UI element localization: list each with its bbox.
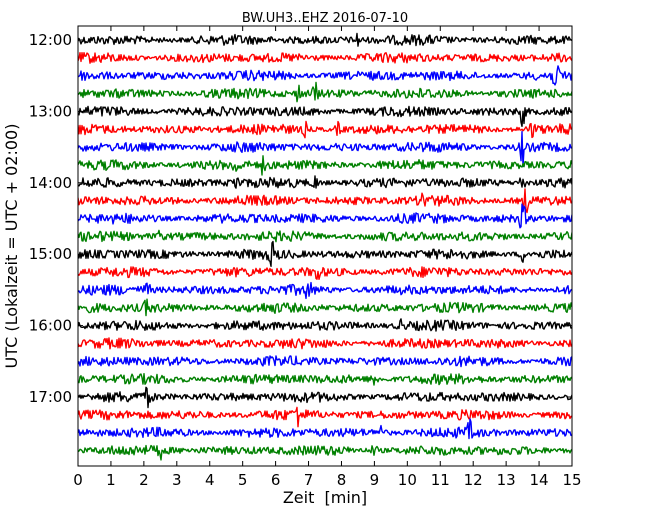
trace-1345 [78, 155, 572, 176]
x-tick-label: 2 [139, 471, 149, 489]
x-tick-label: 9 [370, 471, 380, 489]
trace-1445 [78, 229, 572, 243]
x-tick-label: 11 [431, 471, 450, 489]
trace-1715 [78, 406, 572, 428]
trace-1615 [78, 337, 572, 350]
trace-1500 [78, 240, 572, 267]
trace-1230 [78, 65, 572, 86]
y-tick-label: 13:00 [29, 102, 72, 120]
trace-1745 [78, 444, 572, 461]
x-tick-label: 8 [337, 471, 347, 489]
trace-1630 [78, 355, 572, 368]
trace-1600 [78, 318, 572, 332]
x-tick-label: 7 [304, 471, 314, 489]
trace-1215 [78, 52, 572, 64]
x-tick-label: 4 [205, 471, 215, 489]
x-axis: 0 1 2 3 4 5 6 7 8 9 10 11 12 13 14 15 [73, 26, 582, 489]
trace-1700 [78, 386, 572, 409]
y-tick-label: 15:00 [29, 245, 72, 263]
y-axis: 12:00 13:00 14:00 15:00 16:00 17:00 [29, 31, 572, 406]
plot-frame [77, 25, 573, 467]
trace-1415 [78, 188, 572, 214]
trace-1315 [78, 120, 572, 139]
trace-1530 [78, 281, 572, 300]
y-tick-label: 16:00 [29, 317, 72, 335]
x-tick-label: 14 [530, 471, 549, 489]
trace-1430 [78, 203, 572, 229]
x-tick-label: 6 [271, 471, 281, 489]
x-tick-label: 12 [464, 471, 483, 489]
y-axis-label: UTC (Lokalzeit = UTC + 02:00) [2, 124, 21, 369]
x-tick-label: 10 [398, 471, 417, 489]
chart-title: BW.UH3..EHZ 2016-07-10 [242, 11, 408, 26]
x-tick-label: 3 [172, 471, 182, 489]
trace-1645 [78, 373, 572, 386]
trace-1300 [78, 105, 572, 127]
y-tick-label: 14:00 [29, 174, 72, 192]
seismogram-traces [78, 32, 572, 461]
x-tick-label: 5 [238, 471, 248, 489]
trace-1400 [78, 175, 572, 189]
x-tick-label: 15 [562, 471, 581, 489]
y-tick-label: 12:00 [29, 31, 72, 49]
trace-1200 [78, 32, 572, 47]
y-tick-label: 17:00 [29, 388, 72, 406]
x-tick-label: 0 [73, 471, 83, 489]
trace-1330 [78, 131, 572, 168]
x-axis-label: Zeit [min] [283, 488, 367, 507]
trace-1515 [78, 266, 572, 280]
trace-1545 [78, 298, 572, 317]
trace-1730 [78, 418, 572, 440]
x-tick-label: 13 [497, 471, 516, 489]
x-tick-label: 1 [106, 471, 116, 489]
trace-1245 [78, 81, 572, 103]
